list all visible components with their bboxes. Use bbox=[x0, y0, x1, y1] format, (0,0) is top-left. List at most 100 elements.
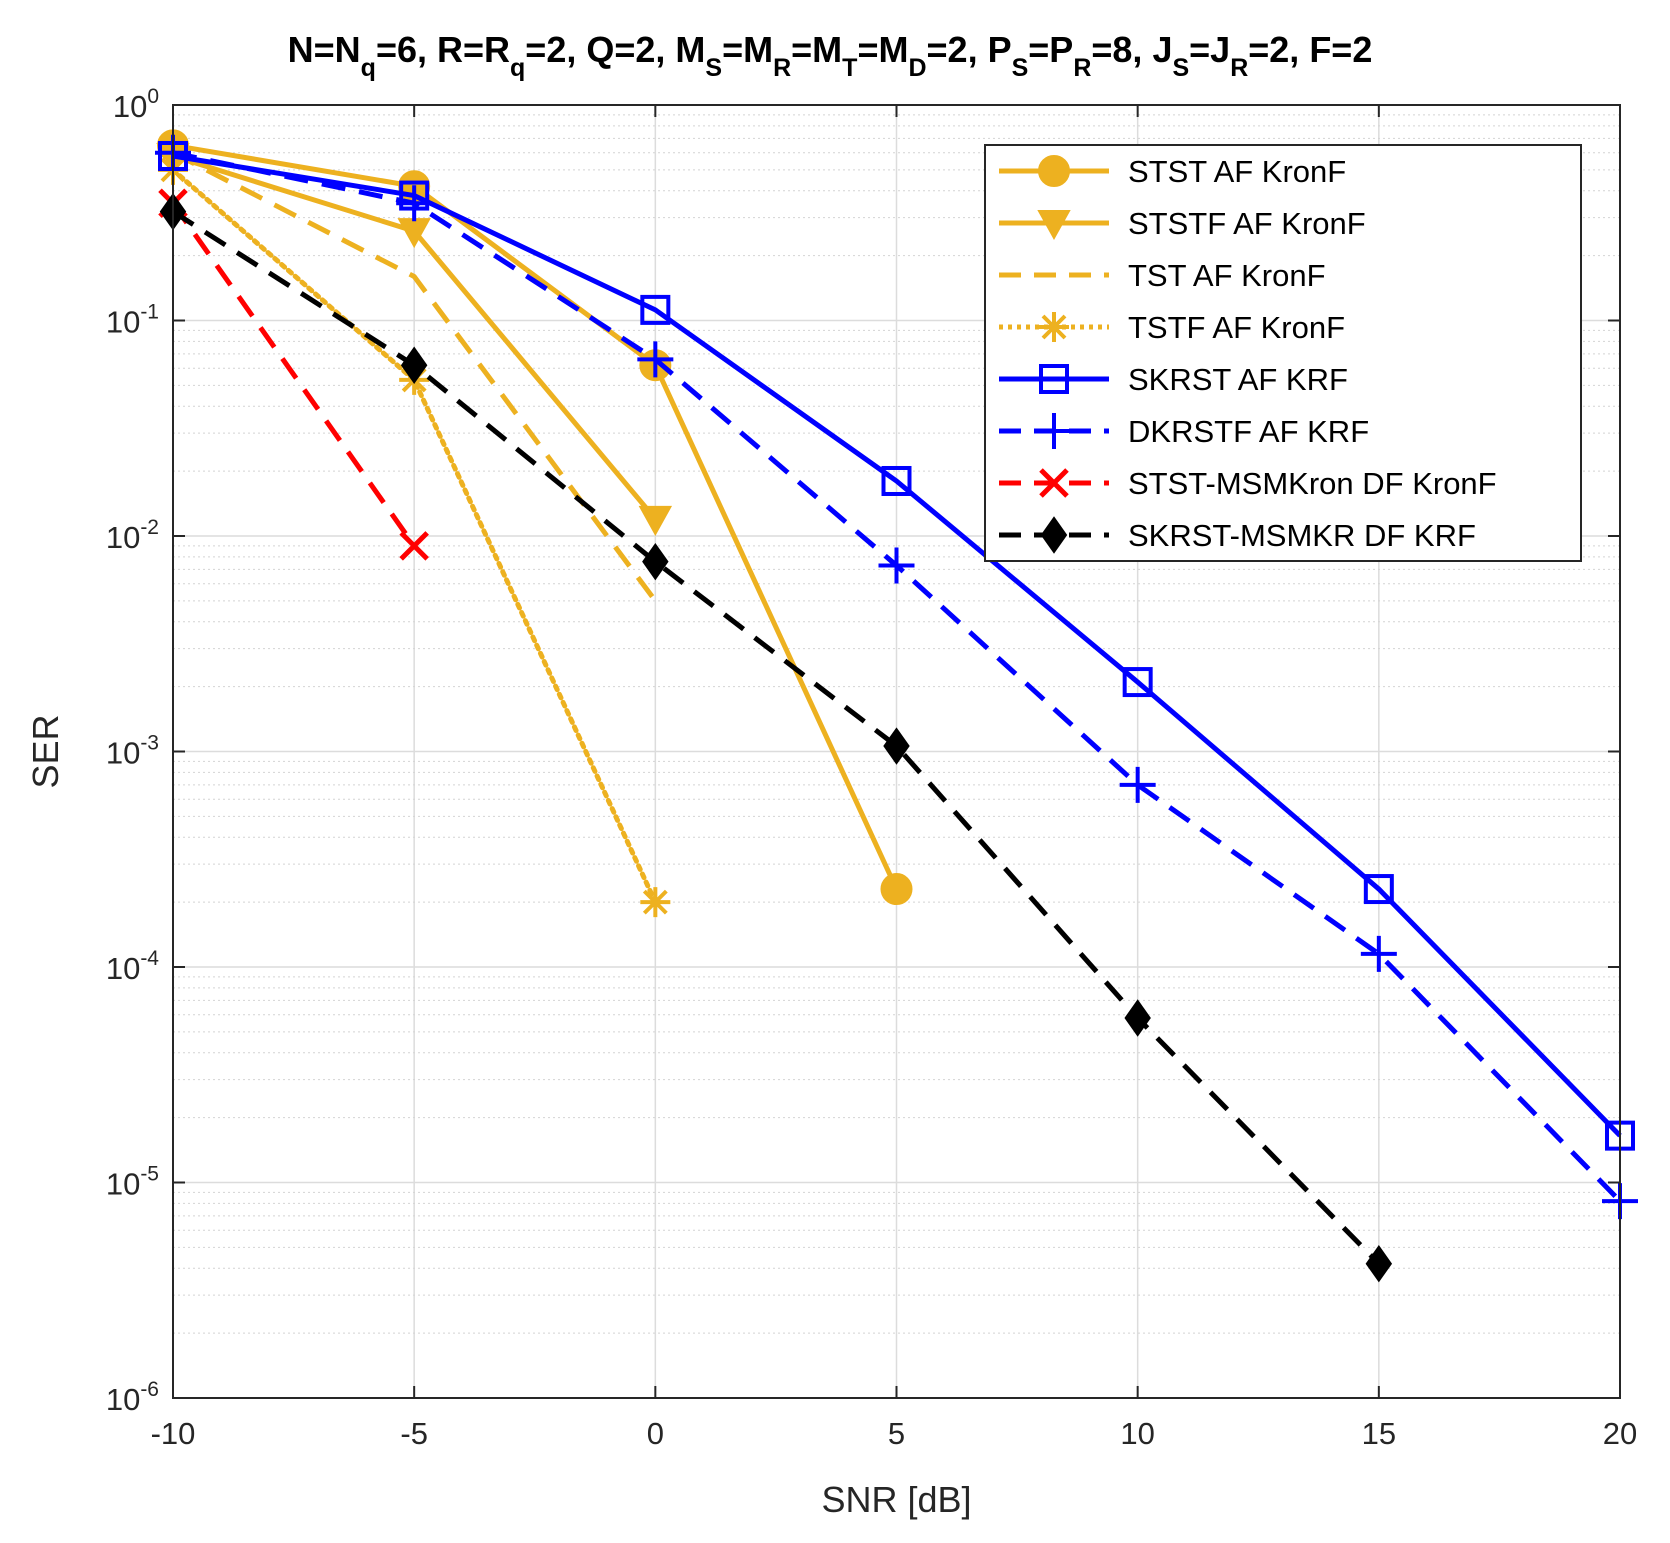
data-point-marker bbox=[399, 531, 429, 561]
legend: STST AF KronF STSTF AF KronF TST AF KronF T… bbox=[984, 144, 1582, 562]
series-tst-af-kronf bbox=[171, 150, 658, 603]
y-tick-base: 10 bbox=[106, 305, 140, 340]
legend-label: TST AF KronF bbox=[1128, 258, 1326, 293]
legend-entry: DKRSTF AF KRF bbox=[999, 413, 1369, 449]
data-point-marker bbox=[640, 294, 671, 325]
legend-box bbox=[984, 144, 1582, 562]
title-segment: =2, P bbox=[927, 29, 1012, 70]
data-point-marker bbox=[1039, 468, 1069, 498]
legend-entry: STST AF KronF bbox=[999, 154, 1346, 189]
y-tick-exponent: -6 bbox=[140, 1378, 159, 1401]
data-point-marker bbox=[1363, 874, 1394, 905]
x-axis-label: SNR [dB] bbox=[821, 1479, 971, 1520]
title-subscript: q bbox=[361, 54, 376, 82]
x-tick-label: -10 bbox=[151, 1416, 196, 1451]
data-point-marker bbox=[878, 547, 915, 584]
title-segment: =M bbox=[857, 29, 908, 70]
data-point-marker bbox=[640, 887, 671, 918]
y-tick-exponent: -2 bbox=[140, 516, 159, 539]
x-tick-label: 20 bbox=[1603, 1416, 1637, 1451]
x-tick-label: -5 bbox=[400, 1416, 428, 1451]
y-tick-base: 10 bbox=[106, 951, 140, 986]
title-segment: N=N bbox=[288, 29, 361, 70]
data-point-marker bbox=[1122, 667, 1153, 698]
y-tick-exponent: 0 bbox=[147, 85, 159, 108]
x-tick-label: 10 bbox=[1120, 1416, 1154, 1451]
series-line bbox=[171, 209, 1381, 1266]
y-tick-exponent: -4 bbox=[140, 947, 159, 970]
title-segment: =2, Q=2, M bbox=[525, 29, 705, 70]
y-tick-base: 10 bbox=[113, 89, 147, 124]
legend-entry: SKRST-MSMKR DF KRF bbox=[999, 516, 1476, 554]
data-point-marker bbox=[1039, 312, 1069, 342]
legend-label: STST AF KronF bbox=[1128, 154, 1346, 189]
data-point-marker bbox=[396, 185, 433, 222]
data-point-marker bbox=[1040, 516, 1068, 554]
y-tick-exponent: -5 bbox=[140, 1163, 159, 1186]
data-point-marker bbox=[638, 505, 673, 536]
y-tick-label: 10-6 bbox=[106, 1378, 159, 1417]
chart-title-text: N=Nq=6, R=Rq=2, Q=2, MS=MR=MT=MD=2, PS=P… bbox=[288, 29, 1373, 82]
y-tick-label: 10-2 bbox=[106, 516, 159, 555]
x-tick-label: 15 bbox=[1362, 1416, 1396, 1451]
data-point-marker bbox=[883, 727, 910, 765]
y-tick-label: 10-3 bbox=[106, 732, 159, 771]
legend-entry: STSTF AF KronF bbox=[999, 206, 1366, 241]
legend-label: STST-MSMKron DF KronF bbox=[1128, 466, 1497, 501]
legend-entry: STST-MSMKron DF KronF bbox=[999, 466, 1497, 501]
title-segment: =J bbox=[1189, 29, 1230, 70]
y-tick-label: 100 bbox=[113, 85, 159, 124]
legend-label: SKRST-MSMKR DF KRF bbox=[1128, 518, 1476, 553]
y-tick-base: 10 bbox=[106, 520, 140, 555]
title-segment: =M bbox=[722, 29, 773, 70]
title-subscript: q bbox=[510, 54, 525, 82]
y-tick-label: 10-4 bbox=[106, 947, 159, 986]
title-segment: =M bbox=[791, 29, 842, 70]
series-line bbox=[171, 150, 658, 603]
title-subscript: R bbox=[773, 54, 791, 82]
title-subscript: T bbox=[842, 54, 857, 82]
legend-entry: TST AF KronF bbox=[999, 258, 1326, 293]
data-point-marker bbox=[1038, 155, 1070, 187]
y-tick-base: 10 bbox=[106, 736, 140, 771]
legend-label: SKRST AF KRF bbox=[1128, 362, 1348, 397]
title-segment: =8, J bbox=[1091, 29, 1172, 70]
legend-label: TSTF AF KronF bbox=[1128, 310, 1345, 345]
y-tick-exponent: -3 bbox=[140, 732, 159, 755]
data-point-marker bbox=[1119, 766, 1156, 803]
legend-label: STSTF AF KronF bbox=[1128, 206, 1366, 241]
title-subscript: R bbox=[1230, 54, 1248, 82]
legend-label: DKRSTF AF KRF bbox=[1128, 414, 1369, 449]
y-tick-exponent: -1 bbox=[140, 301, 159, 324]
x-tick-label: 0 bbox=[647, 1416, 664, 1451]
title-subscript: S bbox=[705, 54, 722, 82]
title-subscript: D bbox=[908, 54, 926, 82]
data-point-marker bbox=[400, 346, 428, 384]
series-skrst-msmkr-df-krf bbox=[159, 192, 1393, 1283]
series-line bbox=[170, 201, 417, 548]
title-segment: =6, R=R bbox=[376, 29, 510, 70]
title-subscript: S bbox=[1012, 54, 1029, 82]
data-point-marker bbox=[1124, 999, 1151, 1037]
y-tick-label: 10-5 bbox=[106, 1163, 159, 1202]
data-point-marker bbox=[1036, 413, 1072, 449]
data-point-marker bbox=[1039, 364, 1069, 394]
data-point-marker bbox=[881, 465, 912, 496]
title-subscript: R bbox=[1073, 54, 1091, 82]
y-tick-label: 10-1 bbox=[106, 301, 159, 340]
chart-title: N=Nq=6, R=Rq=2, Q=2, MS=MR=MT=MD=2, PS=P… bbox=[288, 29, 1373, 82]
data-point-marker bbox=[880, 873, 913, 906]
title-segment: =2, F=2 bbox=[1248, 29, 1372, 70]
data-point-marker bbox=[1365, 1244, 1393, 1283]
data-point-marker bbox=[637, 341, 674, 378]
data-point-marker bbox=[1360, 935, 1397, 972]
data-point-marker bbox=[642, 542, 669, 581]
data-point-marker bbox=[1037, 210, 1071, 241]
y-tick-base: 10 bbox=[106, 1382, 140, 1417]
title-subscript: S bbox=[1172, 54, 1189, 82]
x-tick-label: 5 bbox=[888, 1416, 905, 1451]
y-tick-base: 10 bbox=[106, 1167, 140, 1202]
y-axis-label: SER bbox=[25, 714, 66, 788]
